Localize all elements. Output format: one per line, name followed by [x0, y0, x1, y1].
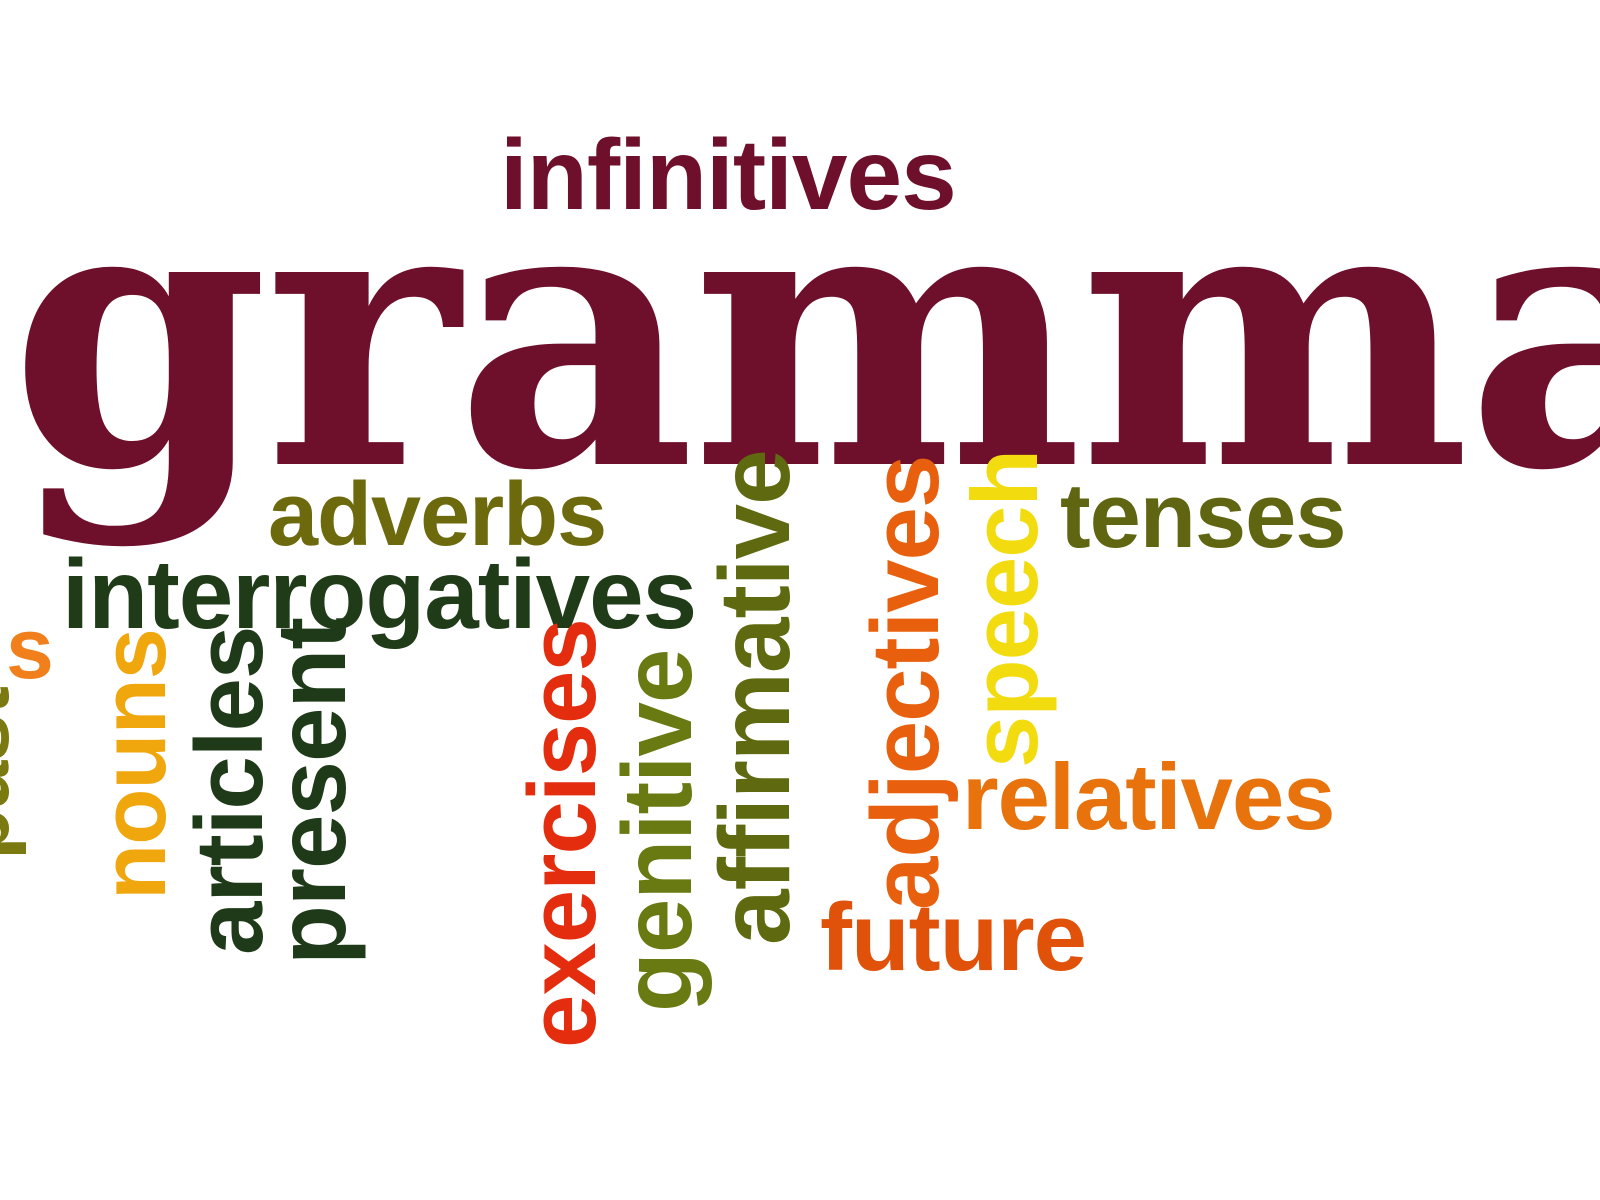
word-exercises: exercises: [509, 619, 616, 1048]
word-infinitives: infinitives: [500, 119, 957, 231]
word-adjectives: adjectives: [852, 455, 959, 910]
word-nouns: nouns: [83, 629, 185, 900]
word-grammar: grammar: [10, 118, 1600, 552]
word-future: future: [820, 884, 1087, 991]
word-past: past: [0, 687, 27, 860]
word-s: s: [6, 601, 54, 697]
word-tenses: tenses: [1060, 465, 1346, 567]
word-present: present: [256, 617, 366, 965]
word-speech: speech: [952, 450, 1057, 768]
word-affirmative: affirmative: [699, 450, 811, 945]
word-relatives: relatives: [962, 744, 1336, 849]
word-genitive: genitive: [602, 649, 712, 1012]
word-interrogatives: interrogatives: [62, 539, 697, 649]
word-adverbs: adverbs: [268, 465, 607, 565]
